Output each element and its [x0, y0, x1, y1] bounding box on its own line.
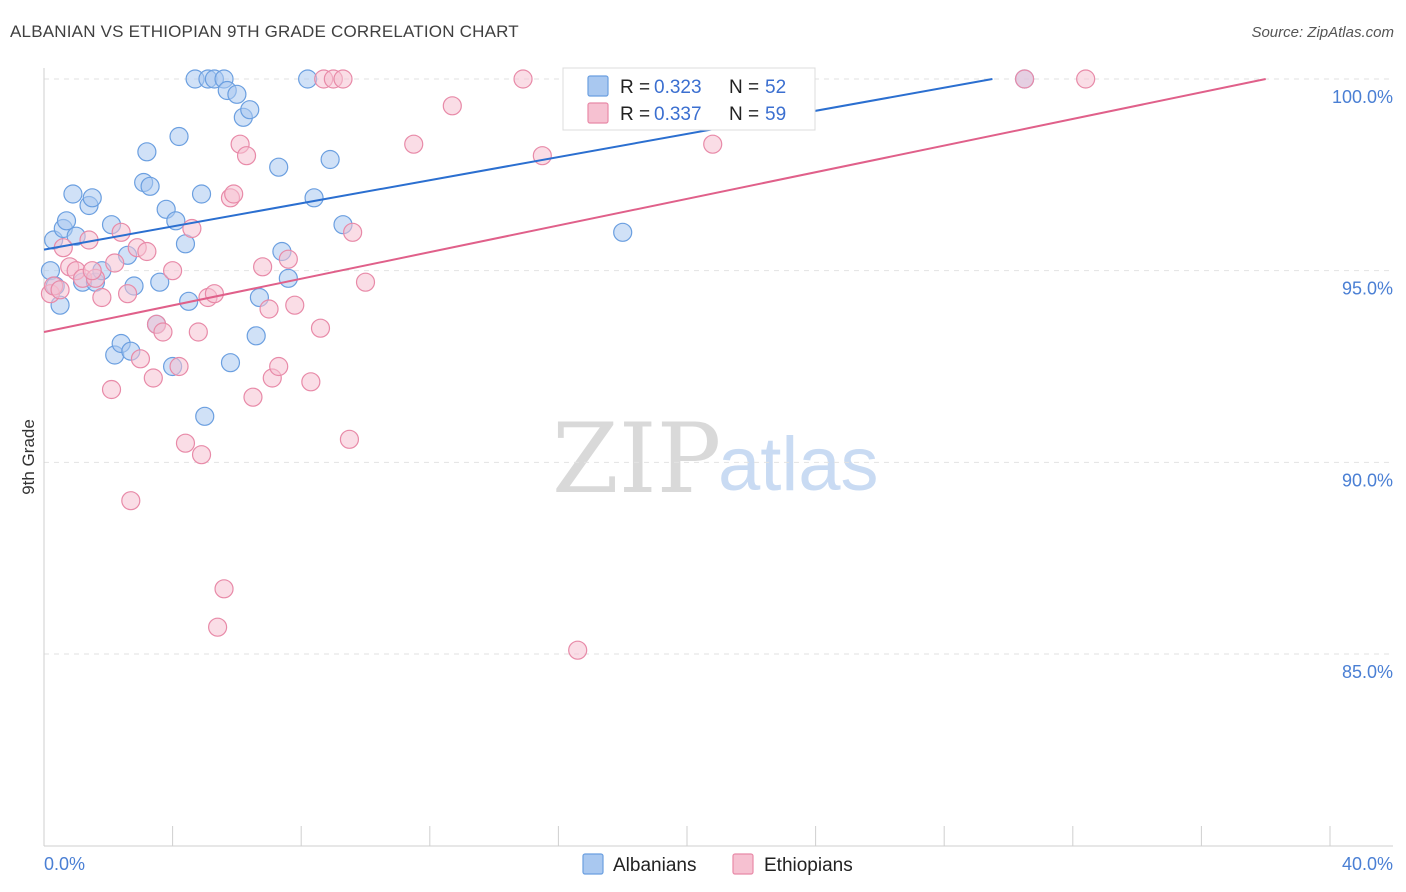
ethiopian-point-2	[50, 280, 70, 300]
albanian-point-19	[137, 142, 157, 162]
ethiopian-point-51	[442, 96, 462, 116]
ethiopian-point-14	[121, 491, 141, 511]
albanian-point-31	[195, 406, 215, 426]
ethiopian-point-54	[568, 640, 588, 660]
legend-swatch-ethiopians	[587, 102, 609, 124]
albanian-point-40	[246, 326, 266, 346]
legend-r-value-2: 0.337	[654, 104, 702, 125]
legend-albanians-label: Albanians	[613, 855, 696, 876]
legend-ethiopians-swatch	[732, 853, 754, 875]
y-tick-label-2: 90.0%	[1342, 470, 1393, 490]
ethiopian-point-50	[404, 134, 424, 154]
legend-r-label-1: R =	[620, 77, 650, 98]
ethiopian-point-16	[130, 349, 151, 369]
chart-title: ALBANIAN VS ETHIOPIAN 9TH GRADE CORRELAT…	[10, 22, 519, 41]
ethiopian-point-18	[143, 368, 163, 388]
watermark-zip: ZIP	[552, 403, 721, 515]
ethiopian-point-29	[208, 617, 228, 637]
albanian-point-22	[150, 272, 170, 292]
legend-n-value-1: 52	[765, 77, 786, 98]
albanian-point-30	[191, 184, 212, 204]
y-tick-label-3: 85.0%	[1342, 662, 1393, 682]
trend-lines	[43, 78, 1266, 333]
ethiopian-point-48	[343, 222, 363, 242]
albanian-point-39	[240, 100, 260, 120]
ethiopian-point-43	[310, 318, 331, 338]
albanian-point-4	[56, 211, 77, 231]
legend-n-label-1: N =	[729, 77, 759, 98]
ethiopian-point-10	[101, 379, 122, 400]
ethiopian-point-39	[269, 356, 289, 377]
albanian-trend-line	[43, 78, 993, 251]
ethiopian-point-41	[285, 295, 305, 315]
legend-r-value-1: 0.323	[654, 77, 702, 98]
ethiopian-point-58	[82, 261, 102, 281]
legend-swatch-albanians	[587, 75, 609, 97]
x-tick-label-min: 0.0%	[44, 854, 85, 874]
ethiopian-point-12	[111, 222, 131, 242]
legend-albanians-swatch	[582, 853, 604, 875]
x-tick-label-max: 40.0%	[1342, 854, 1393, 874]
stats-legend: R = 0.323 N = 52 R = 0.337 N = 59	[562, 67, 816, 131]
y-tick-label-0: 100.0%	[1332, 87, 1393, 107]
ethiopian-point-47	[339, 429, 360, 449]
albanian-point-5	[63, 184, 83, 204]
y-tick-label-1: 95.0%	[1342, 279, 1393, 299]
ethiopian-point-28	[204, 284, 224, 304]
series-ethiopians	[40, 69, 1096, 660]
series-legend: Albanians Ethiopians	[582, 853, 853, 876]
albanian-point-42	[269, 157, 289, 177]
ethiopian-point-55	[703, 134, 723, 154]
ethiopian-point-46	[333, 69, 353, 89]
ethiopian-point-13	[117, 284, 138, 304]
ethiopian-point-32	[224, 184, 244, 204]
legend-n-label-2: N =	[729, 104, 759, 125]
albanian-point-47	[320, 149, 340, 170]
ethiopian-point-40	[278, 249, 298, 269]
ethiopian-point-35	[243, 387, 263, 407]
ethiopian-point-36	[253, 257, 273, 277]
ethiopian-point-23	[175, 433, 196, 453]
albanian-point-37	[227, 84, 247, 104]
ethiopian-point-20	[153, 322, 173, 342]
y-axis-label: 9th Grade	[19, 419, 38, 495]
ethiopian-point-9	[92, 287, 112, 308]
ethiopian-point-37	[259, 299, 279, 319]
ethiopian-point-11	[105, 253, 125, 273]
albanian-point-44	[278, 268, 298, 288]
source-label: Source: ZipAtlas.com	[1251, 24, 1394, 41]
x-tick-marks	[43, 826, 1331, 846]
ethiopian-point-42	[301, 372, 321, 392]
albanian-point-46	[304, 188, 324, 208]
legend-r-label-2: R =	[620, 104, 650, 125]
ethiopian-point-57	[1076, 69, 1096, 89]
ethiopian-point-25	[188, 322, 208, 342]
albanian-point-36	[220, 353, 241, 373]
ethiopian-point-49	[355, 272, 376, 292]
albanian-point-45	[298, 69, 318, 89]
ethiopian-point-26	[191, 445, 212, 465]
ethiopian-point-56	[1014, 69, 1035, 89]
albanian-point-26	[169, 126, 189, 147]
series-albanians	[40, 69, 1035, 426]
y-tick-labels: 100.0% 95.0% 90.0% 85.0%	[1332, 87, 1393, 682]
ethiopian-trend-line	[43, 78, 1266, 333]
ethiopian-point-34	[236, 146, 257, 166]
ethiopian-point-30	[214, 579, 234, 599]
ethiopian-point-22	[169, 356, 189, 377]
albanian-point-49	[613, 222, 633, 242]
watermark-atlas: atlas	[718, 422, 879, 507]
ethiopian-point-17	[137, 241, 157, 262]
legend-n-value-2: 59	[765, 104, 786, 125]
ethiopian-point-21	[163, 261, 183, 281]
albanian-point-9	[82, 188, 102, 208]
ethiopian-point-52	[513, 69, 533, 89]
legend-ethiopians-label: Ethiopians	[764, 855, 853, 876]
albanian-point-20	[140, 176, 160, 196]
